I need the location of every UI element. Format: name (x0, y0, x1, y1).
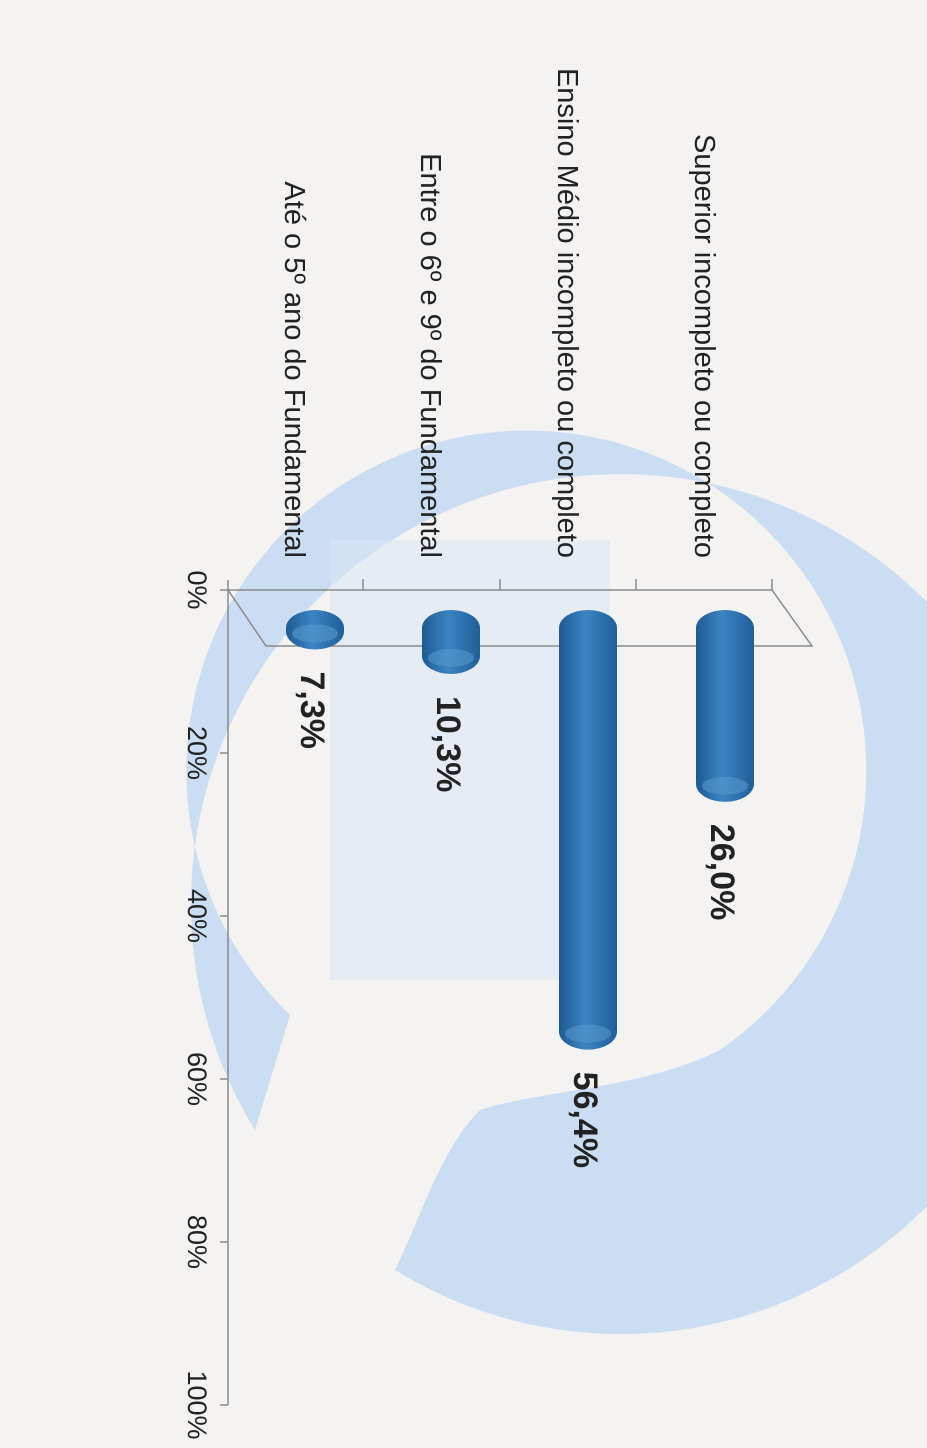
category-label: Até o 5º ano do Fundamental (278, 181, 310, 558)
bar-cap-highlight (428, 648, 474, 667)
bar-cap-highlight (565, 1024, 611, 1043)
bar (286, 610, 344, 650)
bar-body (696, 610, 754, 802)
category-label: Entre o 6º e 9º do Fundamental (414, 153, 446, 558)
watermark-ring (186, 430, 927, 1335)
watermark-shape (330, 540, 610, 980)
tick-label: 80% (182, 1215, 212, 1269)
value-label: 7,3% (293, 671, 331, 749)
value-label: 10,3% (429, 696, 467, 792)
value-label: 56,4% (566, 1072, 604, 1168)
tick-label: 100% (182, 1370, 212, 1439)
watermark-logo (186, 430, 927, 1335)
bar-cap-highlight (702, 776, 748, 795)
tick-label: 20% (182, 726, 212, 780)
tick-label: 60% (182, 1052, 212, 1106)
category-label: Ensino Médio incompleto ou completo (551, 68, 583, 558)
bar-cap-highlight (292, 624, 338, 643)
tick-label: 0% (182, 570, 212, 609)
bar (422, 610, 480, 674)
value-label: 26,0% (703, 824, 741, 920)
chart-floor (226, 589, 814, 647)
bar (559, 610, 617, 1050)
bar (696, 610, 754, 802)
category-label: Superior incompleto ou completo (688, 134, 720, 558)
bar-body (559, 610, 617, 1050)
tick-label: 40% (182, 889, 212, 943)
